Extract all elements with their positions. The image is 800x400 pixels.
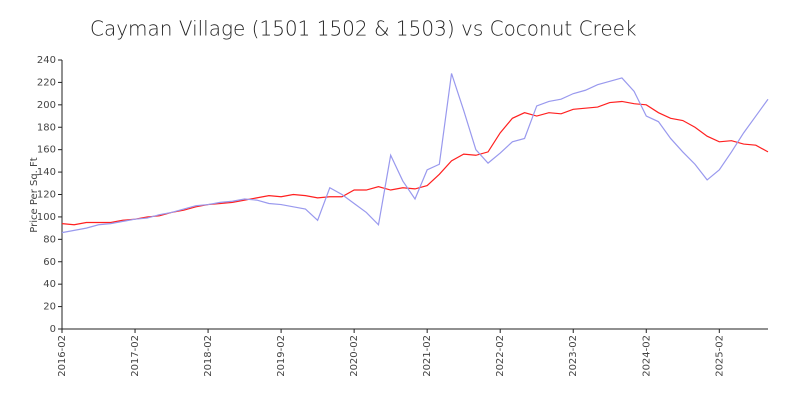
y-tick-label: 100 — [37, 212, 56, 223]
x-tick-label: 2024-02 — [641, 335, 652, 377]
y-tick-label: 160 — [37, 145, 56, 156]
x-tick-label: 2020-02 — [349, 335, 360, 377]
x-tick-label: 2019-02 — [276, 335, 287, 377]
chart-title: Cayman Village (1501 1502 & 1503) vs Coc… — [90, 17, 637, 41]
series-line — [61, 73, 769, 234]
y-tick-label: 120 — [37, 190, 56, 201]
y-tick-label: 0 — [50, 324, 56, 335]
y-tick-label: 20 — [43, 302, 56, 313]
y-tick-label: 180 — [37, 122, 56, 133]
y-tick-label: 140 — [37, 167, 56, 178]
y-tick-label: 60 — [43, 257, 56, 268]
x-tick-label: 2016-02 — [57, 335, 68, 377]
x-tick-label: 2022-02 — [495, 335, 506, 377]
y-tick-label: 40 — [43, 279, 56, 290]
series-line — [61, 100, 769, 226]
x-tick-label: 2023-02 — [568, 335, 579, 377]
y-axis-label: Price Per Sq. Ft — [29, 157, 40, 232]
x-tick-label: 2018-02 — [203, 335, 214, 377]
x-tick-label: 2021-02 — [422, 335, 433, 377]
y-tick-label: 220 — [37, 77, 56, 88]
y-tick-label: 200 — [37, 100, 56, 111]
x-tick-label: 2025-02 — [714, 335, 725, 377]
y-tick-label: 240 — [37, 55, 56, 66]
x-tick-label: 2017-02 — [130, 335, 141, 377]
y-tick-label: 80 — [43, 234, 56, 245]
